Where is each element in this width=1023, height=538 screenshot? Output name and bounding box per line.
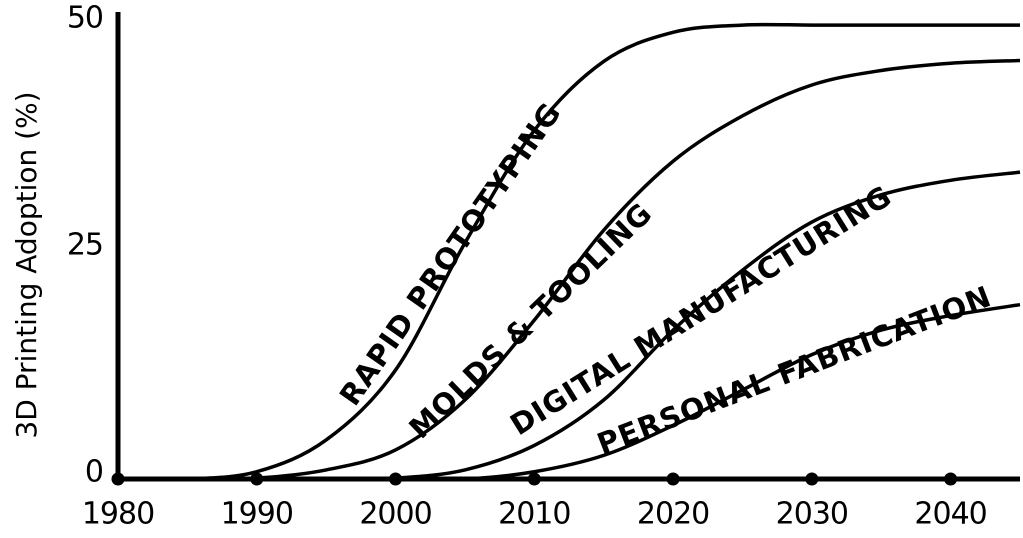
y-tick-label: 50	[67, 1, 103, 36]
x-tick	[250, 472, 264, 486]
x-tick-label: 2000	[359, 497, 431, 532]
x-tick-label: 2040	[914, 497, 986, 532]
x-tick	[389, 472, 403, 486]
x-tick-label: 2030	[776, 497, 848, 532]
x-tick	[111, 472, 125, 486]
x-tick-label: 2020	[637, 497, 709, 532]
series-label: RAPID PROTOTYPING	[333, 96, 568, 412]
x-tick	[527, 472, 541, 486]
x-tick	[805, 472, 819, 486]
y-axis-title: 3D Printing Adoption (%)	[10, 91, 43, 438]
series-label: PERSONAL FABRICATION	[592, 279, 996, 461]
y-tick-label: 25	[67, 228, 103, 263]
x-tick-label: 1990	[221, 497, 293, 532]
x-tick-label: 1980	[82, 497, 154, 532]
x-tick	[666, 472, 680, 486]
x-tick	[944, 472, 958, 486]
series-line	[117, 22, 1020, 482]
x-tick-label: 2010	[498, 497, 570, 532]
y-tick-label: 0	[85, 455, 103, 490]
